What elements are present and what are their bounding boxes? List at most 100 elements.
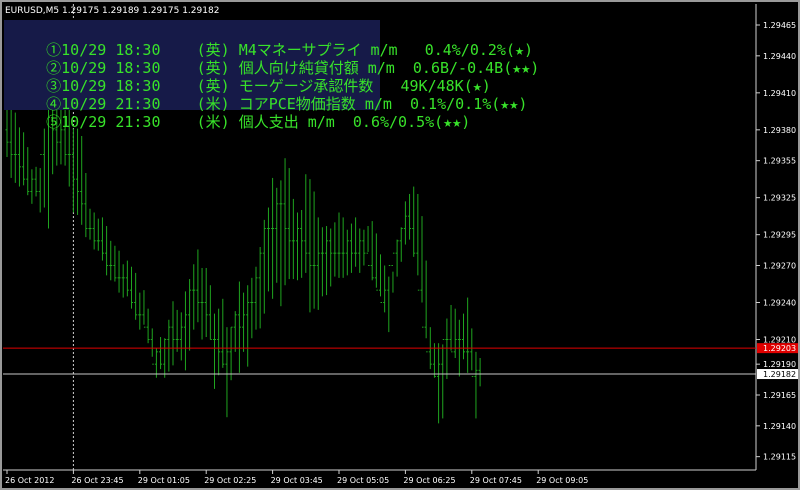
ohlc-bar <box>449 304 453 353</box>
ohlc-bar <box>403 201 407 245</box>
news-country: (米) <box>196 95 230 113</box>
news-event: M4マネーサプライ m/m <box>238 41 398 59</box>
ohlc-bar <box>466 297 470 373</box>
ohlc-bar <box>316 217 320 310</box>
ohlc-bar <box>71 128 75 213</box>
news-number: ② <box>46 59 62 77</box>
ohlc-bar <box>296 212 299 281</box>
ohlc-bar <box>358 228 362 273</box>
time-tick-label: 26 Oct 23:45 <box>71 476 123 485</box>
price-bars <box>5 69 482 424</box>
ohlc-bar <box>345 229 349 276</box>
ohlc-bar <box>366 226 370 266</box>
ohlc-bar <box>179 312 183 361</box>
ohlc-bar <box>387 265 391 333</box>
news-row: ③10/29 18:30 (英) モーゲージ承認件数 49K/48K(★) <box>10 57 491 95</box>
ohlc-bar <box>113 245 117 282</box>
ohlc-bar <box>254 266 258 330</box>
ohlc-bar <box>258 247 262 329</box>
ohlc-bar <box>125 260 129 297</box>
ohlc-bar <box>138 292 142 330</box>
ohlc-bar <box>462 313 465 360</box>
news-values: 0.6%/0.5% <box>352 113 435 131</box>
news-values: 49K/48K <box>400 77 464 95</box>
news-row: ⑤10/29 21:30 (米) 個人支出 m/m 0.6%/0.5%(★★) <box>10 93 470 131</box>
ohlc-bar <box>146 308 150 344</box>
ohlc-bar <box>171 301 175 366</box>
ohlc-bar <box>100 217 104 261</box>
ohlc-bar <box>130 266 133 309</box>
price-tick-label: 1.29270 <box>763 262 796 271</box>
news-stars: (★★) <box>434 113 471 131</box>
ohlc-bar <box>379 254 382 303</box>
news-event: 個人向け純貸付額 m/m <box>238 59 395 77</box>
ohlc-bar <box>204 267 208 338</box>
ohlc-bar <box>395 239 399 277</box>
time-axis: 26 Oct 2012 26 Oct 23:45 29 Oct 01:05 29 Oc… <box>5 470 588 485</box>
ohlc-bar <box>9 96 13 178</box>
ohlc-bar <box>279 180 283 307</box>
ohlc-bar <box>283 158 287 286</box>
news-row: ②10/29 18:30 (英) 個人向け純貸付額 m/m 0.6B/-0.4B… <box>10 39 539 77</box>
ohlc-bar <box>217 308 221 376</box>
price-tick-label: 1.29140 <box>763 422 796 431</box>
ohlc-bar <box>312 191 316 309</box>
ohlc-bar <box>300 210 304 278</box>
ohlc-bar <box>150 328 154 365</box>
ohlc-bar <box>416 193 420 291</box>
news-country: (英) <box>196 59 230 77</box>
price-tick-label: 1.29465 <box>763 21 796 30</box>
ohlc-bar <box>175 309 179 352</box>
ohlc-bar <box>329 228 333 287</box>
ohlc-bar <box>441 339 445 419</box>
news-stars: (★) <box>463 77 491 95</box>
news-time: 18:30 <box>115 41 161 59</box>
news-row: ①10/29 18:30 (英) M4マネーサプライ m/m 0.4%/0.2%… <box>10 21 533 59</box>
price-levels: 1.29203 1.29182 <box>3 343 798 380</box>
time-tick-label: 29 Oct 09:05 <box>536 476 588 485</box>
ohlc-bar <box>134 272 138 320</box>
news-date: 10/29 <box>61 41 107 59</box>
ohlc-bar <box>200 267 204 340</box>
price-tick-label: 1.29440 <box>763 52 796 61</box>
news-date: 10/29 <box>61 59 107 77</box>
ohlc-bar <box>117 250 121 293</box>
time-tick-label: 26 Oct 2012 <box>5 476 54 485</box>
ohlc-bar <box>109 240 113 281</box>
ohlc-bar <box>399 227 403 262</box>
news-date: 10/29 <box>61 95 107 113</box>
red-level-tag-label: 1.29203 <box>763 344 796 353</box>
ohlc-bar <box>159 337 163 370</box>
price-tick-label: 1.29355 <box>763 157 796 166</box>
ohlc-bar <box>221 298 225 368</box>
ohlc-bar <box>432 343 436 378</box>
time-tick-label: 29 Oct 02:25 <box>204 476 256 485</box>
ohlc-bar <box>88 208 92 240</box>
news-number: ① <box>46 41 62 59</box>
symbol-header: EURUSD,M5 1.29175 1.29189 1.29175 1.2918… <box>5 6 220 16</box>
news-stars: (★★) <box>503 59 540 77</box>
time-tick-label: 29 Oct 07:45 <box>470 476 522 485</box>
ohlc-bar <box>333 222 337 277</box>
news-event: コアPCE物価指数 m/m <box>238 95 392 113</box>
time-tick-label: 29 Oct 06:25 <box>403 476 455 485</box>
price-tick-label: 1.29295 <box>763 231 796 240</box>
ohlc-bar <box>154 348 158 378</box>
news-event: 個人支出 m/m <box>238 113 335 131</box>
ohlc-bar <box>478 358 482 387</box>
price-tick-label: 1.29325 <box>763 194 796 203</box>
ohlc-bar <box>38 154 42 213</box>
price-tick-label: 1.29165 <box>763 391 796 400</box>
ohlc-bar <box>208 285 212 340</box>
ohlc-bar <box>287 168 291 280</box>
ohlc-bar <box>341 217 345 278</box>
bid-tag-label: 1.29182 <box>763 370 796 379</box>
ohlc-bar <box>408 193 412 240</box>
price-tick-label: 1.29240 <box>763 299 796 308</box>
ohlc-bar <box>92 212 96 250</box>
ohlc-bar <box>233 311 237 352</box>
ohlc-bar <box>320 227 324 297</box>
news-country: (英) <box>196 41 230 59</box>
time-tick-label: 29 Oct 03:45 <box>271 476 323 485</box>
